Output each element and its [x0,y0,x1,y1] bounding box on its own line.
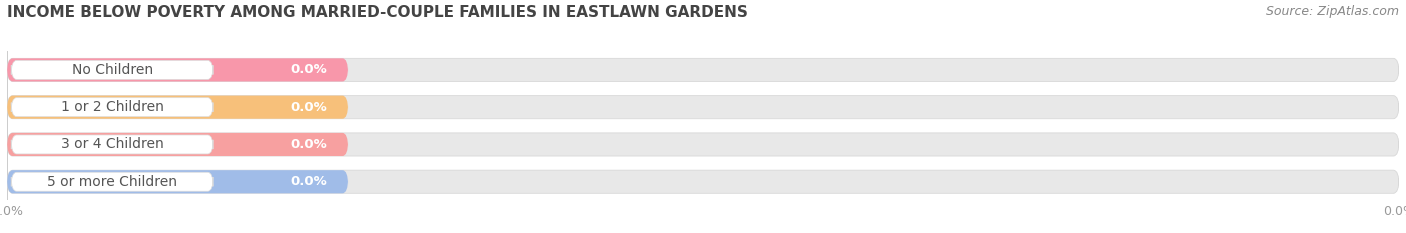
FancyBboxPatch shape [11,135,214,154]
FancyBboxPatch shape [11,60,214,79]
Text: 1 or 2 Children: 1 or 2 Children [60,100,163,114]
Text: INCOME BELOW POVERTY AMONG MARRIED-COUPLE FAMILIES IN EASTLAWN GARDENS: INCOME BELOW POVERTY AMONG MARRIED-COUPL… [7,5,748,20]
FancyBboxPatch shape [11,98,214,117]
Text: 5 or more Children: 5 or more Children [48,175,177,189]
Text: 0.0%: 0.0% [291,63,328,76]
FancyBboxPatch shape [7,96,1399,119]
FancyBboxPatch shape [7,58,349,82]
FancyBboxPatch shape [7,133,1399,156]
FancyBboxPatch shape [11,172,214,191]
Text: 0.0%: 0.0% [291,175,328,188]
FancyBboxPatch shape [7,170,1399,193]
Text: No Children: No Children [72,63,153,77]
FancyBboxPatch shape [7,58,1399,82]
FancyBboxPatch shape [7,133,349,156]
FancyBboxPatch shape [7,96,349,119]
Text: 3 or 4 Children: 3 or 4 Children [60,137,163,151]
Text: Source: ZipAtlas.com: Source: ZipAtlas.com [1265,5,1399,18]
FancyBboxPatch shape [7,170,349,193]
Text: 0.0%: 0.0% [291,101,328,114]
Text: 0.0%: 0.0% [291,138,328,151]
